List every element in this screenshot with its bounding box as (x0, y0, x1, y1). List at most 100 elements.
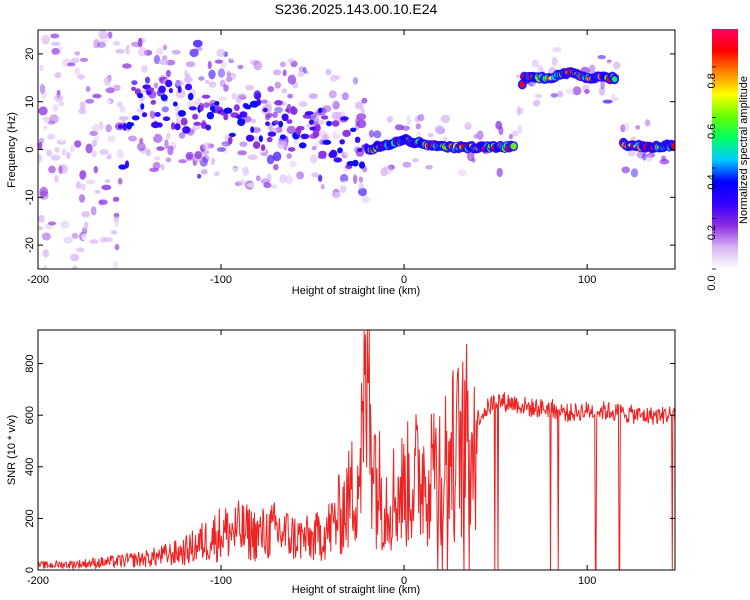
spectrogram-blob (329, 101, 338, 109)
spectrogram-ridge-blob (157, 122, 163, 128)
spectrogram-blob (113, 84, 121, 92)
spectrogram-blob (339, 184, 347, 194)
spectrogram-blob (99, 120, 104, 131)
spectrogram-blob (208, 81, 217, 88)
spectrogram-blob (310, 154, 318, 164)
spectrogram-y-tick-label: -20 (24, 237, 36, 253)
spectrogram-blob (400, 125, 410, 131)
spectrogram-blob (347, 170, 354, 176)
spectrogram-blob (517, 124, 523, 135)
spectrogram-ridge-blob (322, 139, 332, 145)
spectrogram-blob (266, 173, 272, 183)
spectrogram-blob (98, 199, 108, 205)
spectrogram-blob (113, 215, 119, 223)
spectrogram-blob (165, 69, 171, 78)
spectrogram-blob (207, 60, 212, 70)
spectrogram-blob (112, 261, 118, 269)
spectrogram-ridge-blob (214, 101, 220, 106)
spectrogram-ridge-blob (187, 92, 194, 101)
spectrogram-blob (57, 137, 67, 142)
spectrogram-blob (224, 100, 233, 108)
spectrogram-blob (89, 239, 99, 244)
spectrogram-blob (279, 61, 286, 68)
spectrogram-blob (557, 90, 564, 98)
spectrogram-blob (236, 179, 247, 186)
spectrogram-blob (272, 151, 282, 162)
spectrogram-blob (39, 65, 44, 72)
spectrogram-blob (72, 265, 78, 269)
spectrogram-blob (273, 163, 279, 171)
spectrogram-blob (201, 173, 208, 180)
spectrogram-blob (47, 133, 56, 140)
spectrogram-blob (302, 66, 307, 74)
spectrogram-blob (99, 33, 109, 44)
spectrogram-blob (569, 82, 575, 87)
spectrogram-blob (161, 106, 169, 113)
spectrogram-blob (93, 38, 100, 49)
spectrogram-ridge-blob (357, 147, 363, 152)
spectrogram-blob (255, 175, 261, 182)
spectrogram-blob (460, 157, 466, 167)
spectrogram-y-ticks: -20 -10 0 10 20 (24, 48, 675, 253)
spectrogram-blob (77, 74, 85, 80)
spectrogram-blob (361, 97, 368, 104)
spectrogram-blob (149, 110, 156, 119)
spectrogram-blob (317, 119, 325, 126)
spectrogram-blob (63, 236, 73, 244)
spectrogram-blob (137, 142, 146, 152)
spectrogram-blob (304, 70, 310, 75)
spectrogram-y-tick-label: -10 (24, 189, 36, 205)
spectrogram-blob (325, 68, 332, 76)
spectrogram-blob (169, 140, 179, 147)
spectrogram-blob (229, 167, 240, 175)
spectrogram-blob (197, 173, 202, 179)
spectrogram-blob (265, 114, 271, 121)
spectrogram-blob (253, 60, 263, 71)
spectrogram-blob (189, 48, 199, 58)
spectrogram-blob (229, 55, 238, 61)
spectrogram-blob (464, 122, 472, 131)
colorbar-gradient (712, 29, 738, 269)
spectrogram-ridge-blob (296, 125, 305, 131)
spectrogram-blob (202, 142, 212, 151)
spectrogram-ridge-blob (342, 129, 351, 137)
spectrogram-blob (661, 155, 666, 162)
spectrogram-blob (585, 56, 590, 63)
colorbar-ticks: 0.0 0.2 0.4 0.6 0.8 (706, 66, 718, 291)
spectrogram-ridge-blob (354, 136, 361, 143)
spectrogram-blob (86, 179, 96, 185)
spectrogram-blob (237, 169, 244, 179)
spectrogram-blob (54, 174, 59, 183)
spectrogram-blob (287, 74, 297, 85)
spectrogram-blob (533, 94, 543, 99)
snr-y-tick-label: 200 (24, 509, 36, 527)
spectrogram-ridge-blob (340, 116, 349, 121)
spectrogram-blob (113, 40, 121, 46)
spectrogram-blob (198, 76, 205, 81)
spectrogram-blob (101, 107, 109, 114)
spectrogram-blob (285, 175, 293, 185)
spectrogram-blob (279, 174, 287, 184)
spectrogram-ridge-blob (304, 111, 314, 116)
spectrogram-blob (72, 68, 81, 77)
spectrogram-blob (235, 85, 243, 92)
colorbar: 0.0 0.2 0.4 0.6 0.8 Normalized spectral ampl… (706, 29, 750, 291)
spectrogram-blob (40, 89, 47, 99)
spectrogram-blob (42, 249, 49, 258)
spectrogram-blob (282, 69, 287, 77)
spectrogram-blob (137, 37, 143, 48)
spectrogram-blob (47, 120, 56, 125)
spectrogram-blob (38, 215, 45, 223)
spectrogram-blob (41, 35, 50, 45)
spectrogram-ridge-blob (258, 135, 263, 143)
spectrogram-blob (115, 48, 125, 54)
spectrogram-blob (341, 151, 348, 159)
spectrogram-blob (208, 99, 218, 108)
spectrogram-blob (572, 86, 582, 96)
spectrogram-ridge-blob (131, 115, 140, 121)
spectrogram-ridge-blob (141, 112, 148, 118)
spectrogram-blob (78, 194, 86, 203)
spectrogram-blob (246, 182, 257, 188)
spectrogram-x-tick-label: -100 (210, 274, 232, 286)
